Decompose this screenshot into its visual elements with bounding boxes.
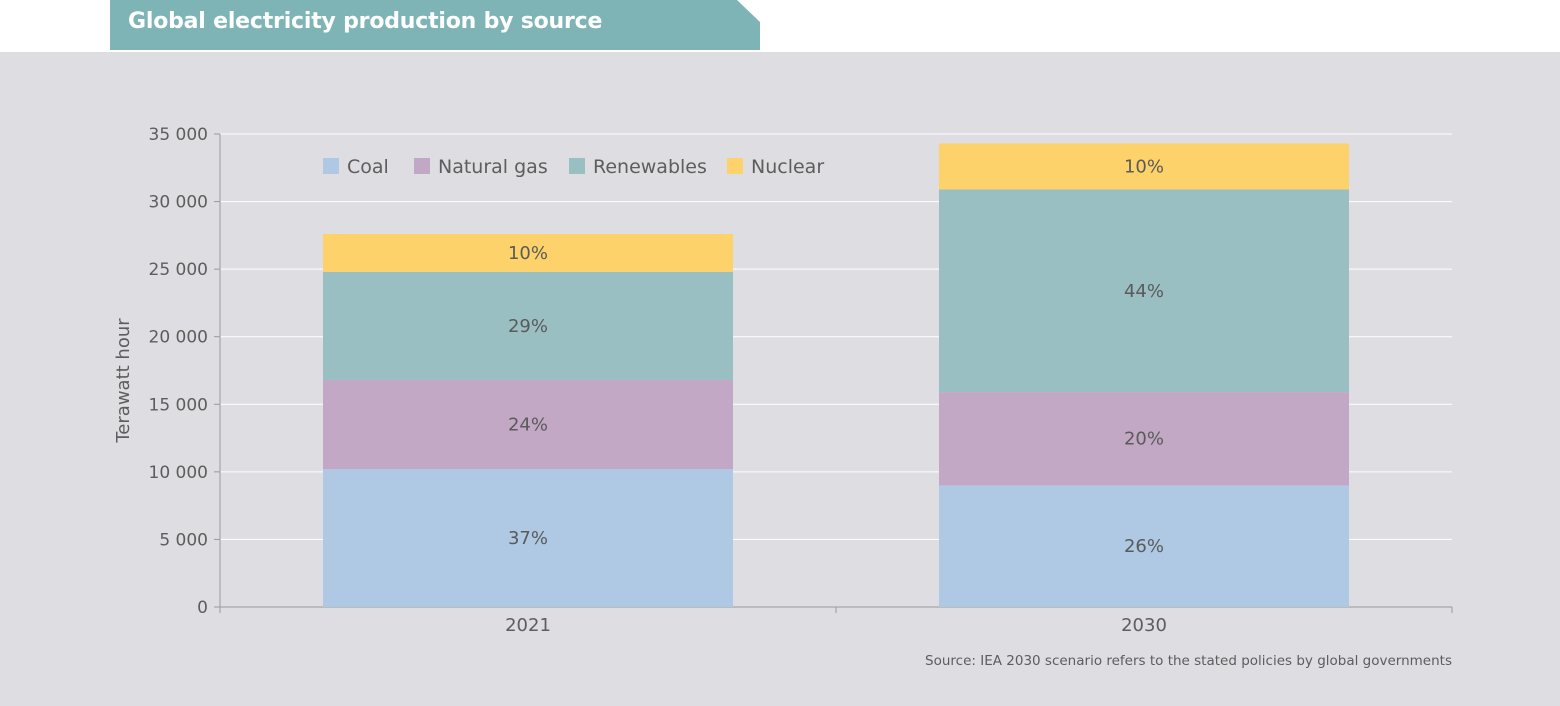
legend-label: Nuclear xyxy=(751,156,824,178)
y-tick-label: 30 000 xyxy=(149,193,208,213)
x-tick-label: 2021 xyxy=(505,615,551,636)
legend-swatch xyxy=(414,158,430,174)
legend-swatch xyxy=(727,158,743,174)
bar-segment-renewables xyxy=(323,271,733,380)
bar-segment-natural-gas xyxy=(323,379,733,470)
y-tick-label: 25 000 xyxy=(149,260,208,280)
legend-swatch xyxy=(569,158,585,174)
data-label: 24% xyxy=(508,415,548,436)
data-label: 26% xyxy=(1124,536,1164,557)
chart-panel: 0 5 000 10 000 15 000 20 000 25 000 30 000 35 0… xyxy=(0,52,1560,706)
bar-segment-coal xyxy=(939,485,1349,607)
data-label: 37% xyxy=(508,528,548,549)
data-label: 44% xyxy=(1124,281,1164,302)
source-note: Source: IEA 2030 scenario refers to the … xyxy=(925,653,1452,669)
legend-label: Natural gas xyxy=(438,156,548,178)
bar-segment-nuclear xyxy=(323,234,733,272)
data-label: 29% xyxy=(508,316,548,337)
bar-segment-coal xyxy=(323,469,733,607)
y-tick-label: 35 000 xyxy=(149,125,208,145)
bar-segment-renewables xyxy=(939,189,1349,393)
legend-label: Renewables xyxy=(593,156,707,178)
y-tick-label: 20 000 xyxy=(149,328,208,348)
chart-title: Global electricity production by source xyxy=(128,9,603,34)
data-label: 10% xyxy=(1124,156,1164,177)
legend-label: Coal xyxy=(347,156,389,178)
bar-segment-natural-gas xyxy=(939,392,1349,486)
x-tick-label: 2030 xyxy=(1121,615,1167,636)
y-tick-label: 15 000 xyxy=(149,395,208,415)
bar-segment-nuclear xyxy=(939,143,1349,190)
legend-swatch xyxy=(323,158,339,174)
title-band-shape xyxy=(110,0,760,50)
y-tick-label: 0 xyxy=(197,598,208,618)
data-label: 20% xyxy=(1124,429,1164,450)
stacked-bar-chart: 0 5 000 10 000 15 000 20 000 25 000 30 000 35 0… xyxy=(113,125,1453,669)
y-tick-label: 5 000 xyxy=(159,530,208,550)
y-tick-label: 10 000 xyxy=(149,463,208,483)
y-axis-title: Terawatt hour xyxy=(113,318,134,444)
title-band: Global electricity production by source xyxy=(110,0,760,50)
data-label: 10% xyxy=(508,243,548,264)
